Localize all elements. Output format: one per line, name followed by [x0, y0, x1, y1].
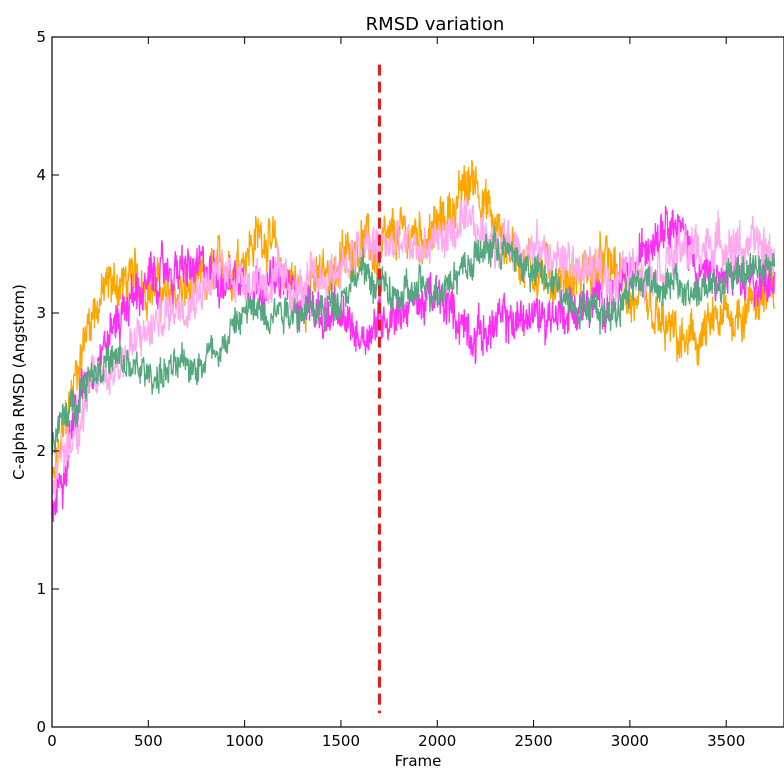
x-tick-label: 1500 [322, 732, 360, 750]
x-axis-label: Frame [395, 752, 442, 770]
x-tick-label: 3500 [707, 732, 745, 750]
series-layer [52, 159, 776, 523]
x-tick-label: 2500 [514, 732, 552, 750]
x-tick-label: 0 [47, 732, 57, 750]
y-tick-label: 1 [36, 580, 46, 598]
y-axis-label: C-alpha RMSD (Angstrom) [10, 284, 28, 480]
y-tick-label: 2 [36, 442, 46, 460]
series-line-3 [52, 195, 776, 499]
plot-frame [51, 36, 784, 728]
y-tick-label: 5 [36, 28, 46, 46]
x-tick-label: 3000 [611, 732, 649, 750]
y-tick-label: 3 [36, 304, 46, 322]
x-tick-label: 500 [134, 732, 163, 750]
y-tick-label: 4 [36, 166, 46, 184]
x-tick-label: 2000 [418, 732, 456, 750]
y-tick-label: 0 [36, 718, 46, 736]
series-line-4 [52, 225, 776, 456]
chart-title: RMSD variation [366, 14, 505, 35]
axes-layer: 0 500 1000 1500 2000 2500 3000 3500 0 1 2 3 4 5 [36, 28, 784, 750]
x-tick-label: 1000 [226, 732, 264, 750]
